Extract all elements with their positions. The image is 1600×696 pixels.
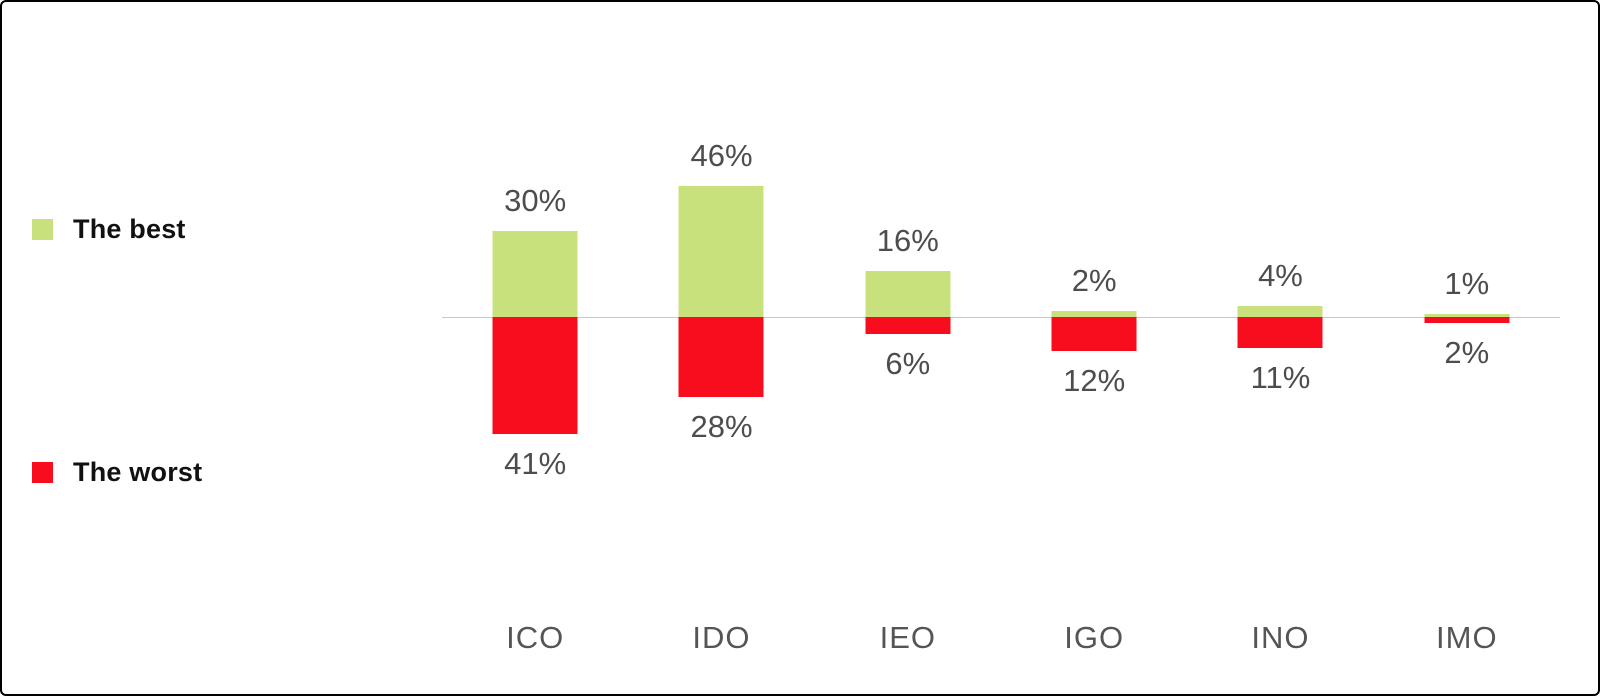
chart-columns: 30% 41% ICO 46% 28% IDO 16% 6% IEO 2% 12% IGO 4% 11% I… bbox=[442, 2, 1560, 694]
best-bar bbox=[1051, 311, 1137, 317]
worst-bar bbox=[1237, 317, 1323, 348]
best-bar bbox=[1424, 314, 1510, 317]
bar-column: 16% 6% IEO bbox=[815, 2, 1001, 694]
worst-color-swatch bbox=[32, 462, 53, 483]
bar-column: 30% 41% ICO bbox=[442, 2, 628, 694]
bar-column: 2% 12% IGO bbox=[1001, 2, 1187, 694]
best-bar bbox=[865, 271, 951, 317]
worst-value-label: 2% bbox=[1444, 335, 1490, 370]
best-bar bbox=[1237, 306, 1323, 317]
category-label: ICO bbox=[506, 620, 565, 655]
category-label: IMO bbox=[1436, 620, 1498, 655]
best-value-label: 46% bbox=[690, 138, 753, 173]
best-value-label: 1% bbox=[1444, 266, 1490, 301]
worst-bar bbox=[492, 317, 578, 434]
best-bar bbox=[678, 186, 764, 317]
category-label: IGO bbox=[1064, 620, 1125, 655]
legend-item-worst: The worst bbox=[32, 457, 202, 488]
worst-bar bbox=[865, 317, 951, 334]
worst-value-label: 11% bbox=[1250, 360, 1311, 395]
bar-column: 1% 2% IMO bbox=[1374, 2, 1560, 694]
category-label: IDO bbox=[692, 620, 751, 655]
best-value-label: 4% bbox=[1258, 258, 1303, 293]
worst-value-label: 41% bbox=[504, 446, 567, 481]
best-color-swatch bbox=[32, 219, 53, 240]
legend-item-best: The best bbox=[32, 214, 186, 245]
chart-baseline bbox=[442, 317, 1560, 318]
legend-label-worst: The worst bbox=[73, 457, 203, 487]
worst-bar bbox=[1424, 317, 1510, 323]
worst-value-label: 6% bbox=[885, 346, 931, 381]
category-label: INO bbox=[1251, 620, 1310, 655]
best-bar bbox=[492, 231, 578, 317]
category-label: IEO bbox=[879, 620, 937, 655]
best-value-label: 30% bbox=[504, 183, 567, 218]
worst-bar bbox=[678, 317, 764, 397]
diverging-bar-chart: 30% 41% ICO 46% 28% IDO 16% 6% IEO 2% 12% IGO 4% 11% I… bbox=[442, 2, 1560, 694]
worst-value-label: 28% bbox=[690, 409, 753, 444]
worst-value-label: 12% bbox=[1063, 363, 1126, 398]
best-value-label: 16% bbox=[876, 223, 939, 258]
worst-bar bbox=[1051, 317, 1137, 351]
bar-column: 46% 28% IDO bbox=[628, 2, 814, 694]
bar-column: 4% 11% INO bbox=[1187, 2, 1373, 694]
best-value-label: 2% bbox=[1071, 263, 1117, 298]
legend-label-best: The best bbox=[73, 214, 186, 244]
